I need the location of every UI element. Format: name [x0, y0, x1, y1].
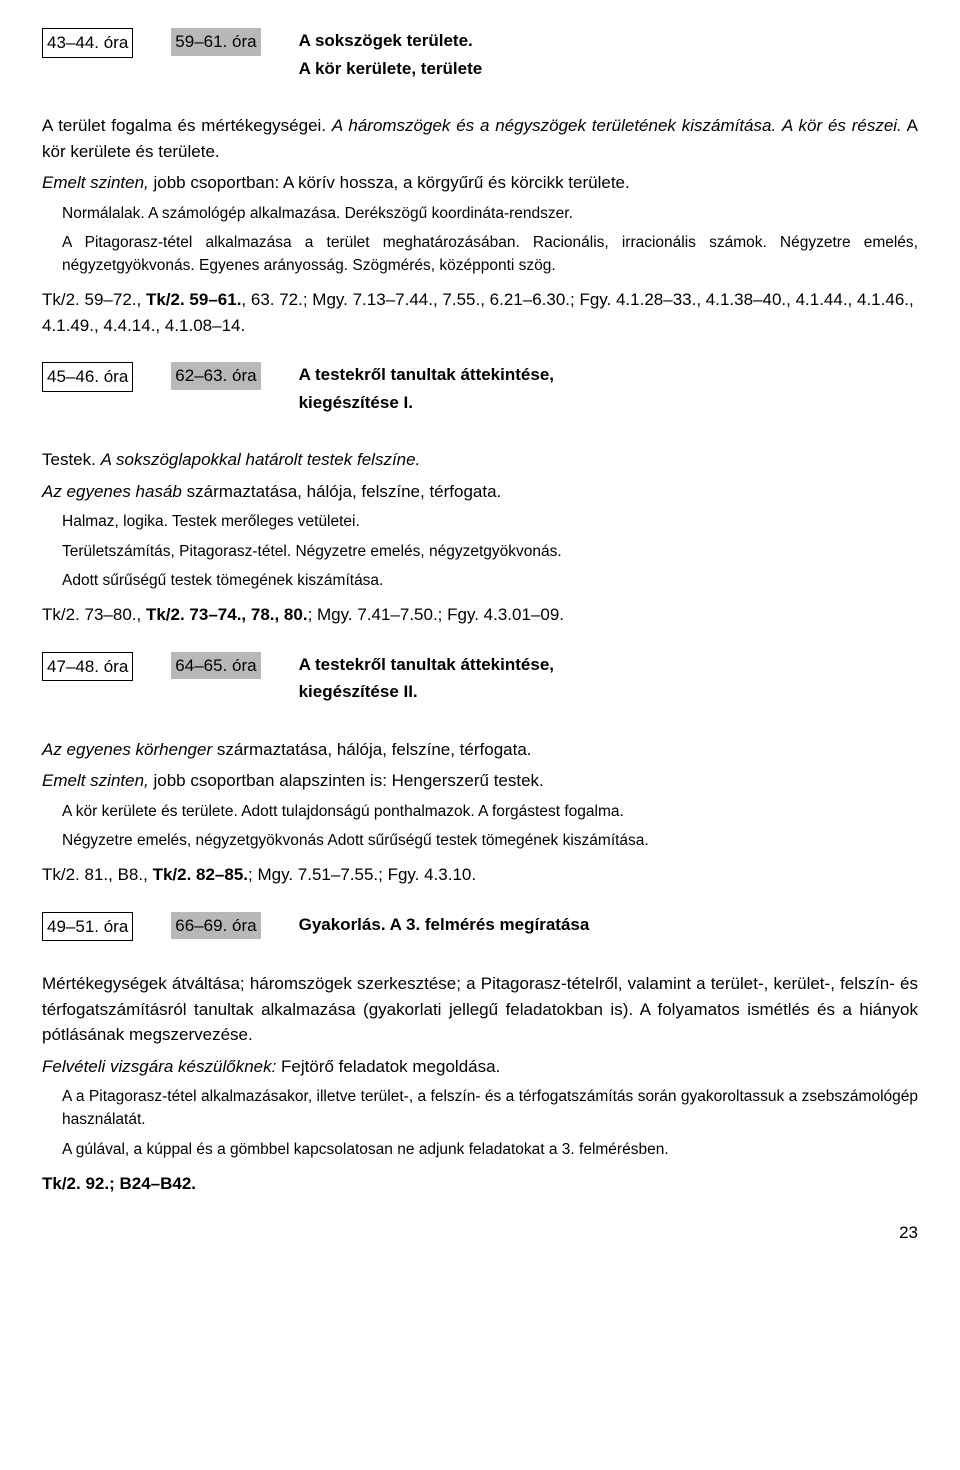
references: Tk/2. 59–72., Tk/2. 59–61., 63. 72.; Mgy…: [42, 287, 918, 338]
section-title: Gyakorlás. A 3. felmérés megíratása: [299, 912, 590, 940]
section-title-line: Gyakorlás. A 3. felmérés megíratása: [299, 912, 590, 938]
section-title-line: A sokszögek területe.: [299, 28, 483, 54]
body-paragraph: Emelt szinten, jobb csoportban alapszint…: [42, 768, 918, 794]
references: Tk/2. 73–80., Tk/2. 73–74., 78., 80.; Mg…: [42, 602, 918, 628]
references: Tk/2. 92.; B24–B42.: [42, 1171, 918, 1197]
body-paragraph: Testek. A sokszöglapokkal határolt teste…: [42, 447, 918, 473]
references: Tk/2. 81., B8., Tk/2. 82–85.; Mgy. 7.51–…: [42, 862, 918, 888]
indented-paragraph: Négyzetre emelés, négyzetgyökvonás Adott…: [62, 829, 918, 852]
indented-paragraph: Halmaz, logika. Testek merőleges vetület…: [62, 510, 918, 533]
body-paragraph: Felvételi vizsgára készülőknek: Fejtörő …: [42, 1054, 918, 1080]
indented-block: Normálalak. A számológép alkalmazása. De…: [62, 202, 918, 278]
lesson-shaded: 62–63. óra: [171, 362, 260, 390]
indented-paragraph: Normálalak. A számológép alkalmazása. De…: [62, 202, 918, 225]
lesson-box: 47–48. óra: [42, 652, 133, 682]
page-content: 43–44. óra 59–61. óra A sokszögek területe…: [42, 28, 918, 1196]
indented-block: A kör kerülete és területe. Adott tulajd…: [62, 800, 918, 853]
indented-paragraph: Adott sűrűségű testek tömegének kiszámít…: [62, 569, 918, 592]
indented-paragraph: A Pitagorasz-tétel alkalmazása a terület…: [62, 231, 918, 278]
section-title: A sokszögek területe.A kör kerülete, ter…: [299, 28, 483, 83]
section-title-line: A testekről tanultak áttekintése,: [299, 362, 554, 388]
lesson-box: 43–44. óra: [42, 28, 133, 58]
indented-paragraph: Területszámítás, Pitagorasz-tétel. Négyz…: [62, 540, 918, 563]
body-paragraph: A terület fogalma és mértékegységei. A h…: [42, 113, 918, 164]
lesson-box: 45–46. óra: [42, 362, 133, 392]
body-paragraph: Az egyenes hasáb származtatása, hálója, …: [42, 479, 918, 505]
indented-paragraph: A a Pitagorasz-tétel alkalmazásakor, ill…: [62, 1085, 918, 1132]
body-paragraph: Az egyenes körhenger származtatása, háló…: [42, 737, 918, 763]
section-title: A testekről tanultak áttekintése,kiegész…: [299, 362, 554, 417]
body-paragraph: Emelt szinten, jobb csoportban: A körív …: [42, 170, 918, 196]
page-number: 23: [42, 1220, 918, 1246]
section-title-line: kiegészítése II.: [299, 679, 554, 705]
indented-block: Halmaz, logika. Testek merőleges vetület…: [62, 510, 918, 592]
section-title-line: A kör kerülete, területe: [299, 56, 483, 82]
section-title: A testekről tanultak áttekintése,kiegész…: [299, 652, 554, 707]
section-header: 49–51. óra 66–69. óra Gyakorlás. A 3. felm…: [42, 912, 918, 942]
section-header: 43–44. óra 59–61. óra A sokszögek területe…: [42, 28, 918, 83]
lesson-shaded: 59–61. óra: [171, 28, 260, 56]
indented-block: A a Pitagorasz-tétel alkalmazásakor, ill…: [62, 1085, 918, 1161]
section-header: 45–46. óra 62–63. óra A testekről tanultak…: [42, 362, 918, 417]
section-title-line: kiegészítése I.: [299, 390, 554, 416]
section-header: 47–48. óra 64–65. óra A testekről tanultak…: [42, 652, 918, 707]
lesson-shaded: 66–69. óra: [171, 912, 260, 940]
section-title-line: A testekről tanultak áttekintése,: [299, 652, 554, 678]
body-paragraph: Mértékegységek átváltása; háromszögek sz…: [42, 971, 918, 1048]
indented-paragraph: A kör kerülete és területe. Adott tulajd…: [62, 800, 918, 823]
lesson-box: 49–51. óra: [42, 912, 133, 942]
indented-paragraph: A gúlával, a kúppal és a gömbbel kapcsol…: [62, 1138, 918, 1161]
lesson-shaded: 64–65. óra: [171, 652, 260, 680]
